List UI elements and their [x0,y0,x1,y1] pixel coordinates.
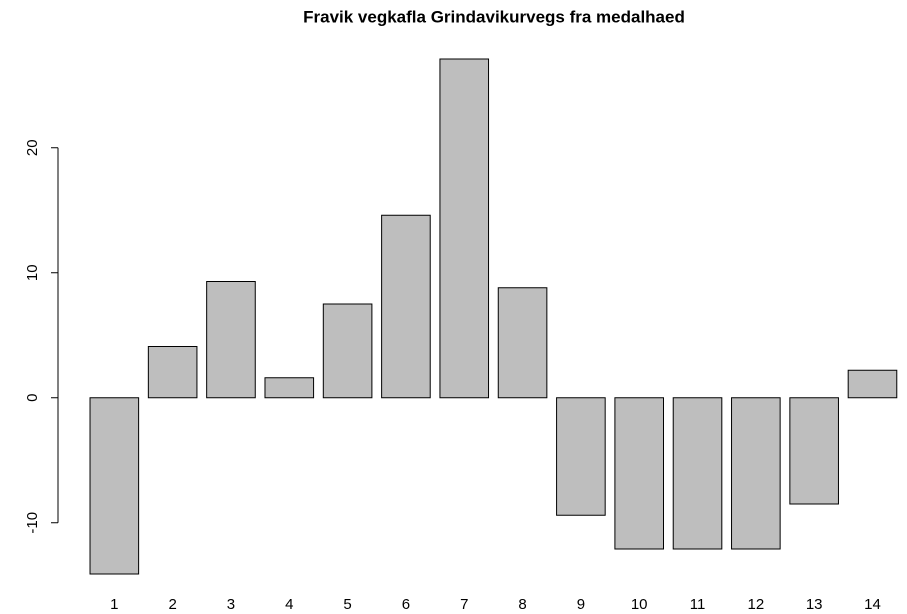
bar [439,58,490,399]
bar [614,397,665,550]
bar [381,214,431,399]
x-tick-label: 6 [402,596,410,613]
x-tick-label: 9 [577,596,585,613]
x-tick-label: 1 [110,596,118,613]
chart-title: Fravik vegkafla Grindavikurvegs fra meda… [303,7,685,26]
y-tick-label: -10 [24,512,41,534]
bar [497,287,548,399]
x-tick-label: 11 [690,596,706,613]
x-tick-label: 3 [227,596,235,613]
bar [672,397,723,550]
x-tick-label: 7 [460,596,468,613]
x-tick-label: 5 [343,596,351,613]
y-tick-label: 0 [24,394,41,402]
x-tick-label: 4 [285,596,293,613]
x-tick-label: 14 [864,596,881,613]
x-tick-label: 12 [747,596,764,613]
bar [847,369,898,399]
x-tick-label: 2 [168,596,176,613]
y-tick-label: 10 [24,264,41,281]
y-tick-label: 20 [24,139,41,156]
bar [556,397,606,516]
bar [264,377,315,399]
bar [789,397,839,505]
bar [322,303,373,399]
bar [89,397,140,575]
bar [147,346,198,399]
x-tick-label: 8 [518,596,526,613]
bar [206,281,256,399]
x-tick-label: 13 [806,596,823,613]
x-tick-label: 10 [631,596,648,613]
bar [731,397,781,550]
